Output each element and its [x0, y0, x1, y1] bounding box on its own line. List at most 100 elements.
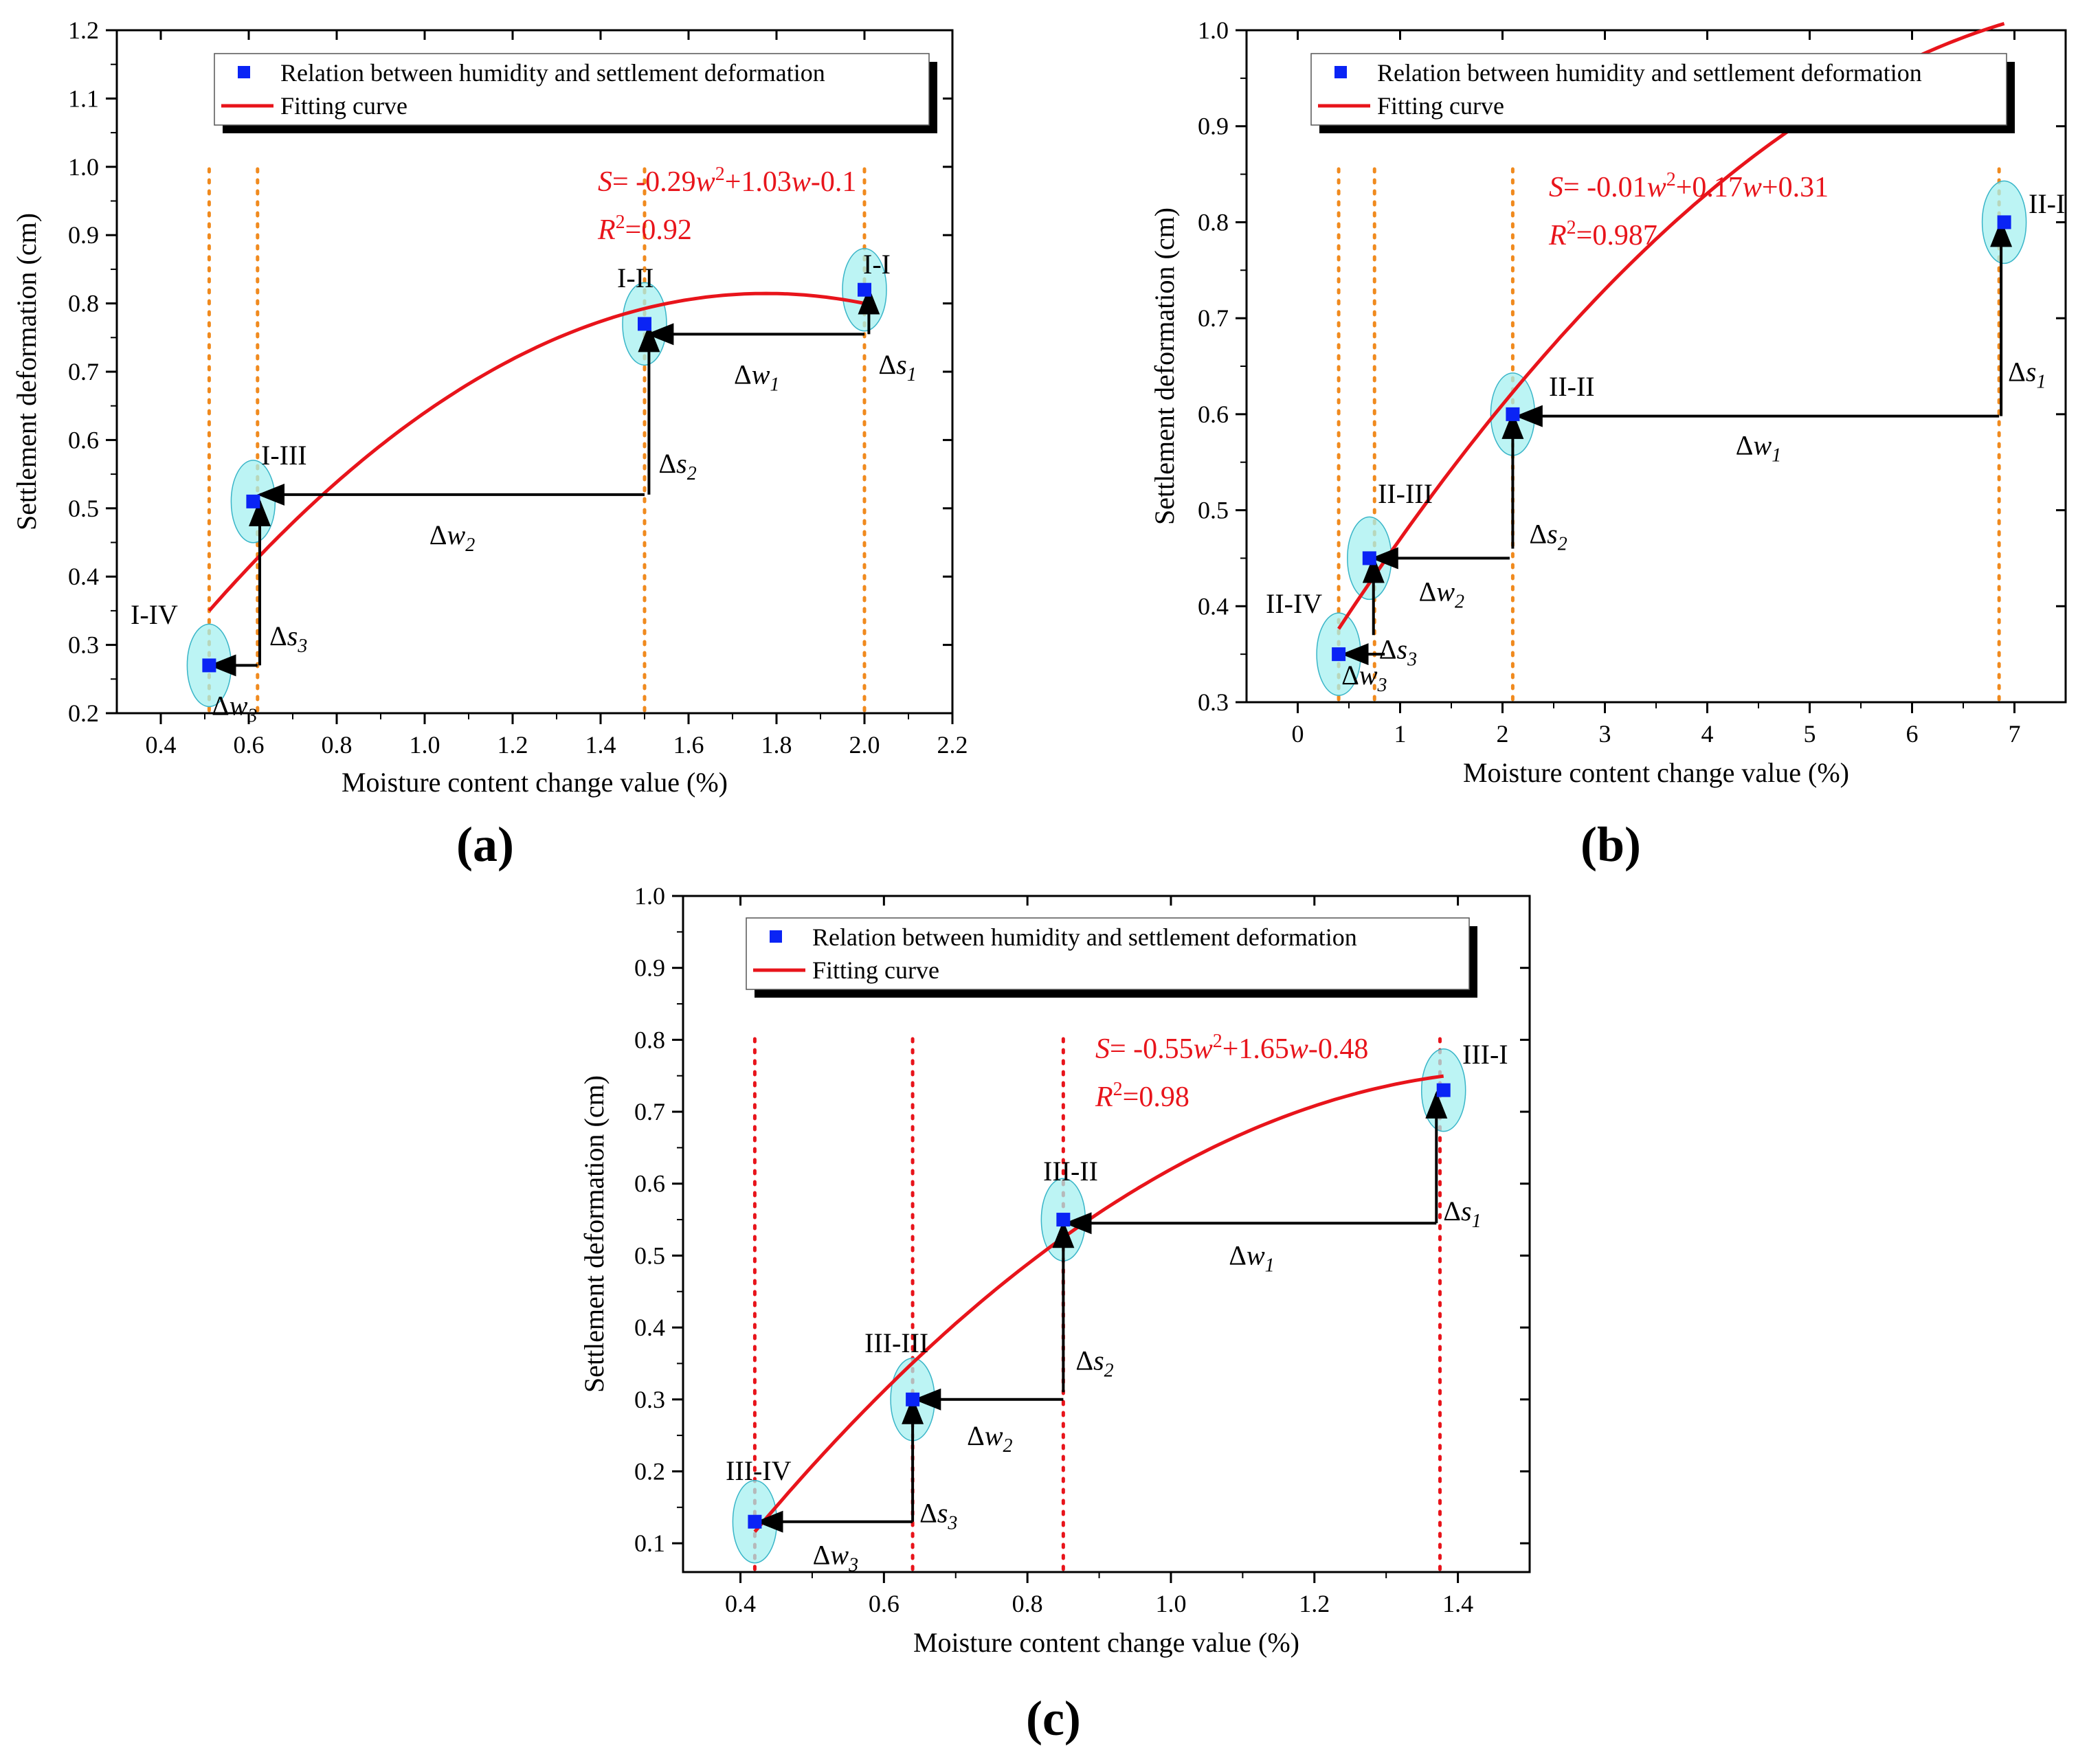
x-axis-title: Moisture content change value (%) — [913, 1627, 1299, 1658]
delta-s-var: s — [937, 1498, 948, 1529]
eq-sup: 2 — [1213, 1031, 1222, 1052]
data-point — [906, 1392, 920, 1406]
delta-w-sub: 1 — [1772, 445, 1781, 467]
delta-w-var: w — [752, 359, 770, 390]
x-axis-title: Moisture content change value (%) — [342, 767, 728, 798]
delta-s-label: Δs2 — [658, 448, 696, 484]
delta-s-sub: 3 — [297, 636, 307, 657]
data-point — [1332, 647, 1346, 662]
point-label: II-II — [1549, 371, 1595, 402]
y-tick-label: 1.1 — [68, 85, 99, 112]
r-letter: R — [1548, 220, 1567, 251]
data-point — [246, 494, 260, 508]
fitting-curve — [753, 1074, 1444, 1534]
panel-label-c: (c) — [1026, 1691, 1081, 1746]
delta-s-label: Δs3 — [269, 620, 307, 657]
delta-s-sub: 3 — [947, 1513, 957, 1534]
legend-entry: Fitting curve — [812, 956, 939, 984]
delta-s-label: Δs3 — [919, 1498, 957, 1534]
data-point — [638, 317, 651, 331]
panel-label-b: (b) — [1580, 817, 1641, 872]
y-tick-label: 0.9 — [1198, 113, 1229, 140]
delta-s-var: s — [1396, 633, 1407, 664]
delta-s-label: Δs3 — [1379, 633, 1417, 670]
delta-w-label: Δw2 — [1419, 576, 1464, 612]
fit-equation: S= -0.29w2+1.03w-0.1 — [598, 164, 856, 198]
legend-entry: Relation between humidity and settlement… — [1377, 59, 1922, 87]
x-tick-label: 1 — [1394, 720, 1407, 748]
eq-w: w — [696, 166, 715, 198]
delta-w-label: Δw1 — [1229, 1240, 1274, 1276]
chart-panel-2: 0 1 2 3 4 5 6 7 0.3 0.4 0.5 0.6 0.7 0.8 0.9 1.0 Moisture… — [1149, 16, 2067, 788]
legend-box — [214, 53, 930, 126]
fit-r-squared: R2=0.987 — [1548, 217, 1657, 251]
delta-w-var: w — [230, 690, 248, 721]
delta-w-var: w — [447, 519, 466, 550]
data-point — [1436, 1083, 1451, 1097]
r-sup: 2 — [616, 212, 625, 233]
r-letter: R — [1095, 1081, 1113, 1113]
x-tick-label: 1.0 — [1155, 1590, 1186, 1617]
r-sup: 2 — [1567, 217, 1576, 238]
x-tick-label: 2.2 — [937, 731, 968, 759]
delta-w-var: w — [1359, 660, 1378, 691]
eq-w: w — [1647, 172, 1666, 203]
eq-s: S — [598, 166, 612, 198]
point-label: III-IV — [726, 1455, 792, 1486]
r-letter: R — [597, 214, 616, 246]
data-point — [858, 282, 871, 297]
fit-r-squared: R2=0.98 — [1095, 1079, 1189, 1113]
delta-s-label: Δs2 — [1075, 1345, 1113, 1381]
fit-equation: S= -0.01w2+0.17w+0.31 — [1549, 169, 1829, 203]
y-axis-title: Settlement deformation (cm) — [579, 1075, 610, 1393]
delta-w-label: Δw1 — [734, 359, 779, 395]
delta-w-label: Δw2 — [967, 1420, 1012, 1457]
point-label: III-I — [1462, 1039, 1508, 1070]
plot-frame — [682, 895, 1531, 1573]
fitting-curve — [208, 291, 865, 612]
y-tick-label: 0.4 — [1198, 592, 1229, 620]
delta-s-var: s — [896, 349, 907, 380]
x-tick-label: 0.4 — [725, 1590, 756, 1617]
delta-w-label: Δw2 — [429, 519, 475, 556]
eq-sup: 2 — [715, 164, 725, 185]
legend-marker-points — [238, 66, 250, 78]
delta-s-sub: 1 — [1472, 1211, 1482, 1232]
point-label: II-I — [2029, 188, 2065, 219]
y-axis-title: Settlement deformation (cm) — [1149, 207, 1180, 525]
chart-panel-1: 0.4 0.6 0.8 1.0 1.2 1.4 1.6 1.8 2.0 2.2 0.2 0.3 0.4 0… — [11, 16, 968, 798]
delta-w-var: w — [985, 1420, 1003, 1451]
data-point — [1506, 407, 1520, 421]
point-label: I-III — [261, 440, 307, 471]
delta-s-var: s — [287, 620, 298, 651]
delta-s-sub: 2 — [1558, 534, 1567, 555]
chart-panel-3: 0.4 0.6 0.8 1.0 1.2 1.4 0.1 0.2 0.3 0.4 0.5 0.6 0.7 0… — [579, 882, 1531, 1658]
delta-w-sub: 2 — [1003, 1435, 1013, 1457]
delta-w-var: w — [1754, 430, 1772, 461]
y-tick-label: 0.5 — [1198, 497, 1229, 524]
delta-w-sub: 1 — [770, 374, 779, 395]
y-tick-label: 0.3 — [1198, 688, 1229, 716]
fit-equation: S= -0.55w2+1.65w-0.48 — [1095, 1031, 1368, 1065]
y-tick-label: 0.4 — [68, 563, 99, 590]
x-tick-label: 4 — [1701, 720, 1714, 748]
r-value: =0.987 — [1576, 220, 1657, 251]
delta-w-label: Δw3 — [212, 690, 257, 726]
eq-s: S — [1549, 172, 1563, 203]
eq-a: = -0.55 — [1110, 1033, 1194, 1065]
panel-label-a: (a) — [456, 817, 514, 872]
point-label: I-I — [863, 249, 891, 280]
delta-s-label: Δs1 — [1443, 1196, 1481, 1232]
y-tick-label: 0.7 — [634, 1098, 665, 1125]
x-tick-label: 1.4 — [1442, 1590, 1473, 1617]
eq-s: S — [1095, 1033, 1110, 1065]
eq-c: -0.1 — [811, 166, 857, 198]
x-tick-label: 0.6 — [234, 731, 265, 759]
legend-entry: Fitting curve — [1377, 92, 1504, 120]
delta-s-var: s — [676, 448, 687, 479]
point-label: III-III — [864, 1327, 928, 1358]
delta-s-var: s — [1547, 519, 1558, 550]
y-tick-label: 1.0 — [634, 882, 665, 910]
delta-w-sub: 3 — [1377, 675, 1387, 696]
y-tick-label: 0.6 — [68, 426, 99, 453]
